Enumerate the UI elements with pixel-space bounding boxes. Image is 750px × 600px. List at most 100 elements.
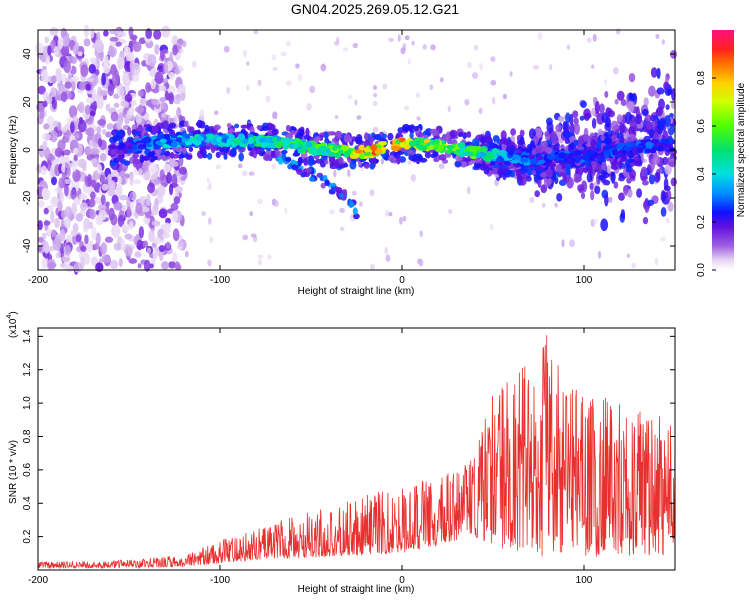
spectrogram-cell bbox=[319, 174, 324, 181]
spectrogram-cell bbox=[578, 167, 584, 175]
spectrogram-cell bbox=[627, 188, 633, 198]
spectrogram-cell bbox=[340, 226, 345, 232]
spectrogram-cell bbox=[309, 176, 315, 182]
spectrogram-cell bbox=[107, 83, 115, 97]
spectrogram-cell bbox=[109, 41, 116, 47]
spectrogram-cell bbox=[589, 182, 594, 191]
spectrogram-cell bbox=[152, 156, 158, 161]
spectrogram-cell bbox=[165, 217, 171, 225]
spectrogram-cell bbox=[89, 208, 96, 220]
spectrogram-cell bbox=[148, 229, 155, 242]
spectrogram-cell bbox=[349, 202, 355, 208]
spectrogram-cell bbox=[491, 148, 500, 154]
spectrogram-cell bbox=[438, 154, 447, 161]
spectrogram-cell bbox=[285, 124, 291, 132]
spectrogram-cell bbox=[388, 37, 394, 43]
spectrogram-cell bbox=[582, 167, 589, 173]
colorbar: 0.0 0.2 0.4 0.6 0.8 Normalized spectral ampl… bbox=[696, 30, 747, 277]
spectrogram-cell bbox=[382, 83, 388, 90]
spectrogram-cell bbox=[267, 123, 276, 131]
spectrogram-cell bbox=[388, 154, 395, 162]
spectrogram-cell bbox=[628, 158, 635, 163]
spectrogram-cell bbox=[531, 170, 537, 176]
spectrogram-cell bbox=[82, 163, 87, 172]
spectrogram-cell bbox=[354, 149, 362, 154]
spectrogram-cell bbox=[337, 156, 344, 165]
spectrogram-cell bbox=[132, 158, 141, 165]
spectrogram-cell bbox=[594, 101, 600, 114]
spectrogram-cell bbox=[621, 149, 628, 155]
spectrogram-cell bbox=[55, 252, 61, 259]
spectrogram-cell bbox=[218, 147, 224, 153]
spectrogram-cell bbox=[352, 207, 358, 215]
spectrogram-cell bbox=[105, 103, 111, 112]
spectrogram-cell bbox=[50, 196, 59, 208]
spectrogram-cell bbox=[643, 97, 649, 107]
spectrogram-cell bbox=[529, 197, 535, 204]
spectrogram-cell bbox=[353, 152, 360, 159]
spectrogram-cell bbox=[401, 123, 410, 132]
spectrogram-cell bbox=[98, 209, 108, 221]
spectrogram-cell bbox=[473, 44, 478, 51]
spectrogram-cell bbox=[318, 145, 328, 151]
spectrogram-cell bbox=[42, 132, 51, 142]
spectrogram-cell bbox=[61, 170, 68, 180]
spectrogram-cell bbox=[541, 202, 546, 208]
spectrogram-cell bbox=[215, 151, 221, 159]
spectrogram-cell bbox=[106, 123, 114, 130]
spectrogram-cell bbox=[72, 163, 77, 172]
spectrogram-cell bbox=[207, 259, 212, 267]
spectrogram-cell bbox=[118, 143, 126, 150]
spectrogram-cell bbox=[537, 32, 543, 41]
spectrogram-x-tick-label: 100 bbox=[576, 275, 593, 286]
spectrogram-cell bbox=[129, 192, 134, 200]
spectrogram-cell bbox=[204, 124, 210, 133]
spectrogram-cell bbox=[64, 206, 73, 218]
spectrogram-cell bbox=[250, 233, 257, 238]
spectrogram-cell bbox=[501, 143, 507, 151]
spectrogram-cell bbox=[158, 208, 168, 219]
spectrogram-cell bbox=[143, 259, 151, 272]
spectrogram-cell bbox=[83, 24, 90, 38]
spectrogram-cell bbox=[142, 136, 152, 144]
colorbar-label: Normalized spectral amplitude bbox=[736, 82, 747, 217]
spectrogram-cell bbox=[584, 113, 592, 119]
spectrogram-cell bbox=[57, 121, 62, 132]
spectrogram-cell bbox=[45, 55, 51, 66]
spectrogram-cell bbox=[586, 149, 595, 156]
spectrogram-cell bbox=[466, 131, 472, 138]
spectrogram-cell bbox=[151, 220, 161, 227]
spectrogram-cell bbox=[594, 185, 601, 195]
spectrogram-cell bbox=[342, 47, 348, 52]
spectrogram-cell bbox=[253, 30, 259, 35]
spectrogram-cell bbox=[408, 140, 417, 147]
spectrogram-cell bbox=[145, 28, 153, 40]
spectrogram-cell bbox=[351, 190, 357, 196]
spectrogram-cell bbox=[566, 44, 571, 50]
spectrogram-cell bbox=[660, 207, 667, 217]
spectrogram-cell bbox=[105, 201, 110, 207]
spectrogram-cell bbox=[116, 118, 123, 130]
spectrogram-cell bbox=[68, 105, 78, 119]
spectrogram-cell bbox=[621, 153, 628, 162]
spectrogram-cell bbox=[330, 182, 337, 187]
spectrogram-cell bbox=[373, 92, 378, 98]
spectrogram-cell bbox=[128, 258, 138, 264]
spectrogram-cell bbox=[246, 61, 250, 66]
spectrogram-cell bbox=[324, 179, 330, 187]
spectrogram-cell bbox=[259, 137, 266, 143]
spectrogram-cell bbox=[124, 93, 133, 103]
spectrogram-cell bbox=[575, 167, 580, 175]
snr-y-tick-label: 0.4 bbox=[22, 496, 33, 510]
spectrogram-cell bbox=[335, 187, 343, 194]
spectrogram-cells bbox=[35, 24, 678, 275]
spectrogram-cell bbox=[368, 136, 374, 145]
spectrogram-cell bbox=[181, 40, 187, 48]
spectrogram-cell bbox=[78, 101, 85, 114]
spectrogram-cell bbox=[281, 138, 288, 143]
spectrogram-cell bbox=[168, 71, 176, 80]
spectrogram-cell bbox=[660, 236, 667, 242]
spectrogram-cell bbox=[64, 183, 69, 197]
spectrogram-cell bbox=[510, 159, 519, 164]
spectrogram-cell bbox=[641, 108, 649, 116]
